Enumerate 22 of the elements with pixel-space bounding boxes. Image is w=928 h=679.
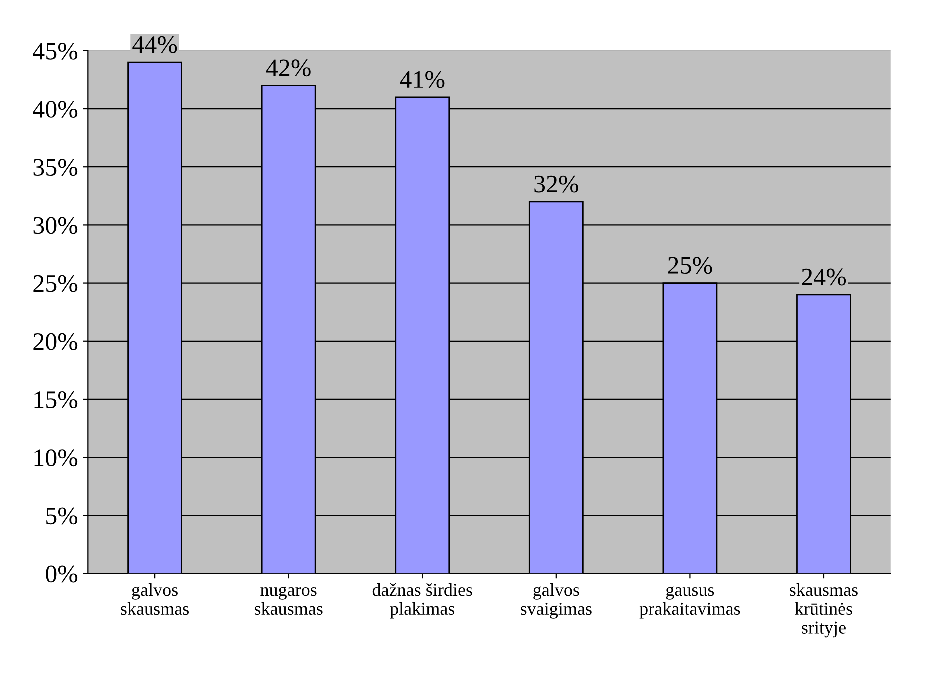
y-tick-label: 0%	[46, 566, 78, 583]
data-label: 41%	[400, 71, 445, 88]
y-tick-label: 30%	[34, 217, 78, 234]
x-tick-label: dažnas širdies plakimas	[372, 583, 472, 619]
y-tick-label: 15%	[34, 392, 78, 408]
y-tick-label: 40%	[33, 101, 78, 118]
data-label: 44%	[132, 36, 178, 54]
data-label: 32%	[534, 176, 578, 193]
x-tick-label: skausmas krūtinės srityje	[790, 583, 858, 638]
data-label: 24%	[802, 268, 846, 286]
x-tick-label: gausus prakaitavimas	[640, 586, 740, 619]
y-tick-label: 25%	[34, 275, 78, 292]
y-tick-label: 35%	[34, 159, 78, 176]
y-tick-label: 5%	[46, 508, 78, 525]
y-tick-label: 20%	[34, 333, 78, 350]
data-label: 42%	[266, 60, 311, 77]
y-tick-label: 45%	[33, 42, 78, 60]
x-tick-label: galvos skausmas	[121, 583, 189, 616]
data-label: 25%	[668, 257, 712, 274]
x-tick-label: galvos svaigimas	[521, 583, 592, 619]
y-tick-label: 10%	[34, 450, 78, 467]
x-tick-label: nugaros skausmas	[254, 586, 323, 616]
